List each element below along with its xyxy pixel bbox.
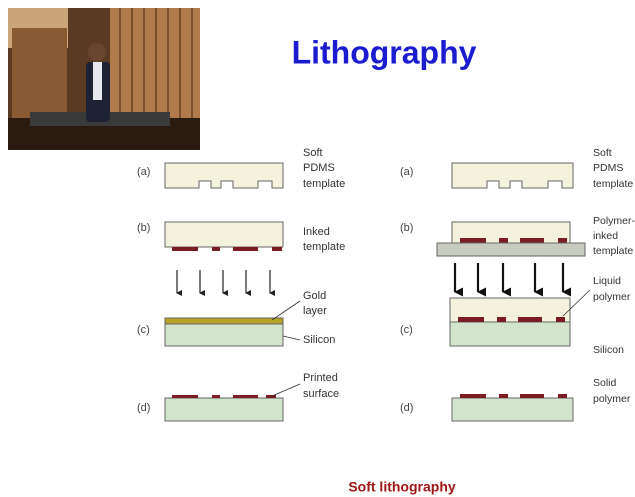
annotation: PDMS (303, 162, 335, 174)
silicon (165, 398, 283, 421)
step-label: (b) (400, 222, 413, 234)
ink (499, 238, 508, 243)
ink (272, 247, 282, 251)
step-label: (d) (137, 402, 150, 414)
annotation: surface (303, 388, 339, 400)
page: Lithography (a) Soft PDMS template (b) I… (0, 0, 635, 497)
annotation: Inked (303, 226, 330, 238)
annotation: polymer (593, 393, 631, 405)
annotation: template (593, 178, 633, 190)
leader-line (272, 384, 300, 396)
press-arrows (455, 263, 563, 292)
leader-line (283, 336, 300, 340)
slide-title: Lithography (292, 34, 477, 70)
ink (518, 317, 542, 322)
step-label: (c) (400, 324, 413, 336)
ink (233, 247, 258, 251)
ink (172, 247, 198, 251)
silicon (165, 324, 283, 346)
ink (266, 395, 276, 398)
slide: Lithography (a) Soft PDMS template (b) I… (0, 0, 635, 497)
ink (558, 238, 567, 243)
slide-caption: Soft lithography (348, 479, 456, 495)
step-label: (a) (400, 166, 413, 178)
annotation: Gold (303, 290, 326, 302)
annotation: Soft (593, 147, 612, 159)
ink (172, 395, 198, 398)
ink (458, 317, 484, 322)
annotation: Printed (303, 372, 338, 384)
annotation: Silicon (303, 334, 335, 346)
annotation: Solid (593, 377, 617, 389)
pdms-template (165, 163, 283, 188)
substrate-plate (437, 243, 585, 256)
annotation: Liquid (593, 275, 621, 287)
step-label: (d) (400, 402, 413, 414)
annotation: layer (303, 305, 327, 317)
gold-layer (165, 318, 283, 324)
right-diagram: (a) Soft PDMS template (b) Polymer- inke… (400, 147, 635, 421)
ink (460, 238, 486, 243)
ink (499, 394, 508, 398)
ink (212, 395, 220, 398)
annotation: template (303, 178, 345, 190)
ink (558, 394, 567, 398)
annotation: Soft (303, 147, 323, 159)
annotation: inked (593, 230, 618, 242)
step-label: (a) (137, 166, 150, 178)
left-diagram: (a) Soft PDMS template (b) Inked templat… (137, 147, 345, 421)
ink (212, 247, 220, 251)
inked-template (165, 222, 283, 247)
step-label: (b) (137, 222, 150, 234)
annotation: Polymer- (593, 215, 635, 227)
ink (233, 395, 258, 398)
solid-polymer (452, 398, 573, 421)
ink (520, 394, 544, 398)
ink (520, 238, 544, 243)
annotation: Silicon (593, 344, 624, 356)
leader-line (272, 301, 300, 320)
ink (497, 317, 506, 322)
annotation: polymer (593, 291, 631, 303)
ink (460, 394, 486, 398)
pdms-template (452, 163, 573, 188)
video-inset (8, 8, 200, 150)
annotation: template (303, 241, 345, 253)
ink (556, 317, 565, 322)
silicon (450, 322, 570, 346)
step-label: (c) (137, 324, 150, 336)
annotation: template (593, 245, 633, 257)
annotation: PDMS (593, 162, 623, 174)
press-arrows (177, 270, 270, 293)
